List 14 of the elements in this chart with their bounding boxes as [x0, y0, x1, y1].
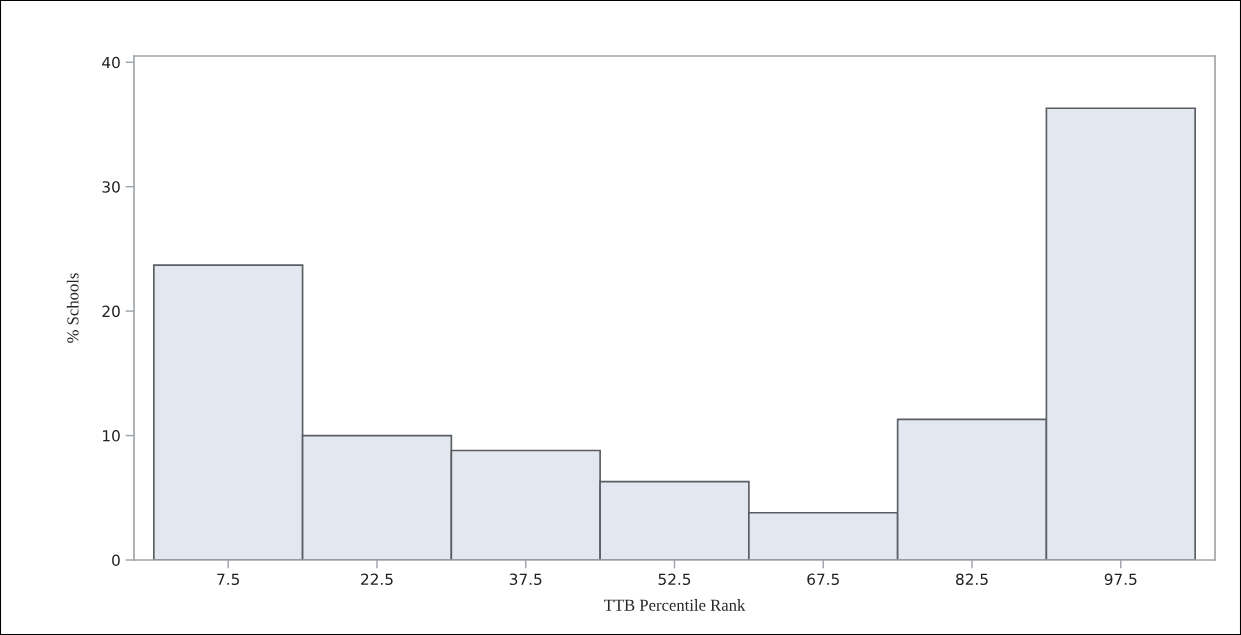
- y-tick-label: 40: [102, 56, 120, 69]
- x-axis-title: TTB Percentile Rank: [603, 599, 746, 611]
- x-tick-label: 67.5: [807, 573, 839, 586]
- y-tick-label: 0: [112, 554, 120, 567]
- x-tick-label: 7.5: [217, 573, 240, 586]
- y-tick-label: 30: [102, 181, 120, 193]
- y-tick-label: 10: [103, 430, 120, 442]
- y-axis-title: % Schools: [66, 273, 79, 343]
- x-tick-label: 82.5: [956, 573, 988, 586]
- x-tick-label: 22.5: [361, 573, 393, 586]
- x-tick-label: 97.5: [1104, 573, 1137, 586]
- x-tick-label: 52.5: [658, 573, 691, 586]
- y-tick-label: 20: [102, 305, 120, 318]
- x-tick-label: 37.5: [509, 573, 542, 586]
